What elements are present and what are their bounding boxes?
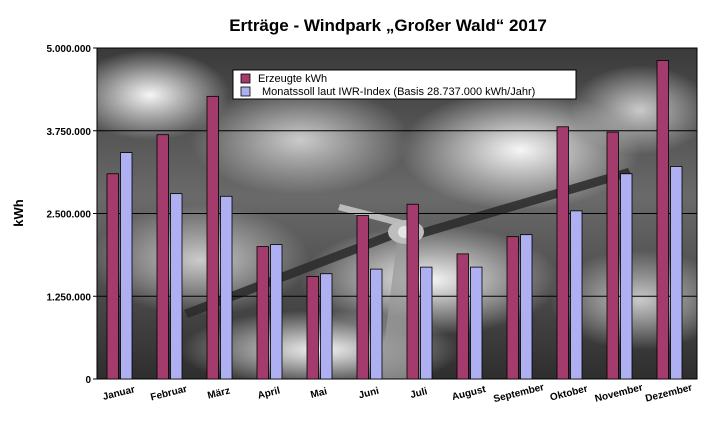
x-tick-label: Januar — [102, 384, 137, 403]
y-tick-label: 0 — [85, 375, 91, 386]
x-tick-label: Juni — [358, 386, 381, 402]
bar-monatssoll — [120, 152, 133, 380]
bar-erzeugt — [456, 253, 469, 380]
y-tick-label: 2.500.000 — [47, 210, 92, 221]
bar-erzeugt — [256, 246, 269, 380]
bar-monatssoll — [470, 266, 483, 380]
x-tick-labels: Januar Februar März April Mai Juni Juli August S… — [102, 382, 694, 405]
x-tick-label: Februar — [150, 384, 189, 404]
bar-monatssoll — [520, 234, 533, 380]
x-tick-label: Mai — [309, 386, 328, 401]
legend-swatch-monatssoll — [240, 86, 251, 97]
bar-erzeugt — [656, 60, 669, 380]
x-tick-label: August — [451, 384, 488, 403]
bar-erzeugt — [156, 134, 169, 380]
bar-erzeugt — [356, 215, 369, 380]
bars — [106, 60, 683, 380]
x-tick-label: Dezember — [644, 382, 693, 404]
gridlines — [93, 47, 697, 380]
bar-monatssoll — [170, 193, 183, 380]
bar-monatssoll — [270, 244, 283, 380]
bar-monatssoll — [620, 173, 633, 380]
bar-monatssoll — [420, 266, 433, 380]
plot-frame — [96, 47, 698, 380]
bar-monatssoll — [220, 195, 233, 380]
legend-label-erzeugt: Erzeugte kWh — [258, 73, 327, 85]
x-tick-label: Oktober — [549, 384, 589, 404]
x-tick-label: September — [492, 382, 545, 405]
legend: Erzeugte kWh Monatssoll laut IWR-Index (… — [232, 69, 577, 100]
y-tick-labels: 0 1.250.000 2.500.000 3.750.000 5.000.000 — [47, 44, 92, 386]
legend-swatch-erzeugt — [240, 73, 251, 84]
bar-erzeugt — [206, 95, 219, 380]
bar-monatssoll — [320, 273, 333, 380]
bar-monatssoll — [670, 166, 683, 380]
y-axis-label: kWh — [11, 199, 26, 227]
chart-title: Erträge - Windpark „Großer Wald“ 2017 — [229, 16, 547, 35]
bar-erzeugt — [306, 275, 319, 380]
x-tick-label: März — [207, 385, 232, 401]
y-tick-label: 1.250.000 — [47, 292, 92, 303]
x-tick-label: November — [594, 382, 644, 405]
bar-erzeugt — [106, 173, 119, 380]
legend-box — [232, 69, 577, 100]
bar-erzeugt — [556, 126, 569, 380]
bar-monatssoll — [570, 210, 583, 380]
bar-erzeugt — [506, 236, 519, 380]
x-tick-label: Juli — [409, 386, 429, 401]
x-tick-label: April — [257, 385, 282, 401]
bar-monatssoll — [370, 268, 383, 380]
bar-erzeugt — [406, 203, 419, 380]
legend-label-monatssoll: Monatssoll laut IWR-Index (Basis 28.737.… — [262, 86, 535, 98]
y-tick-label: 3.750.000 — [47, 127, 92, 138]
y-tick-label: 5.000.000 — [47, 44, 92, 55]
bar-erzeugt — [606, 131, 619, 380]
